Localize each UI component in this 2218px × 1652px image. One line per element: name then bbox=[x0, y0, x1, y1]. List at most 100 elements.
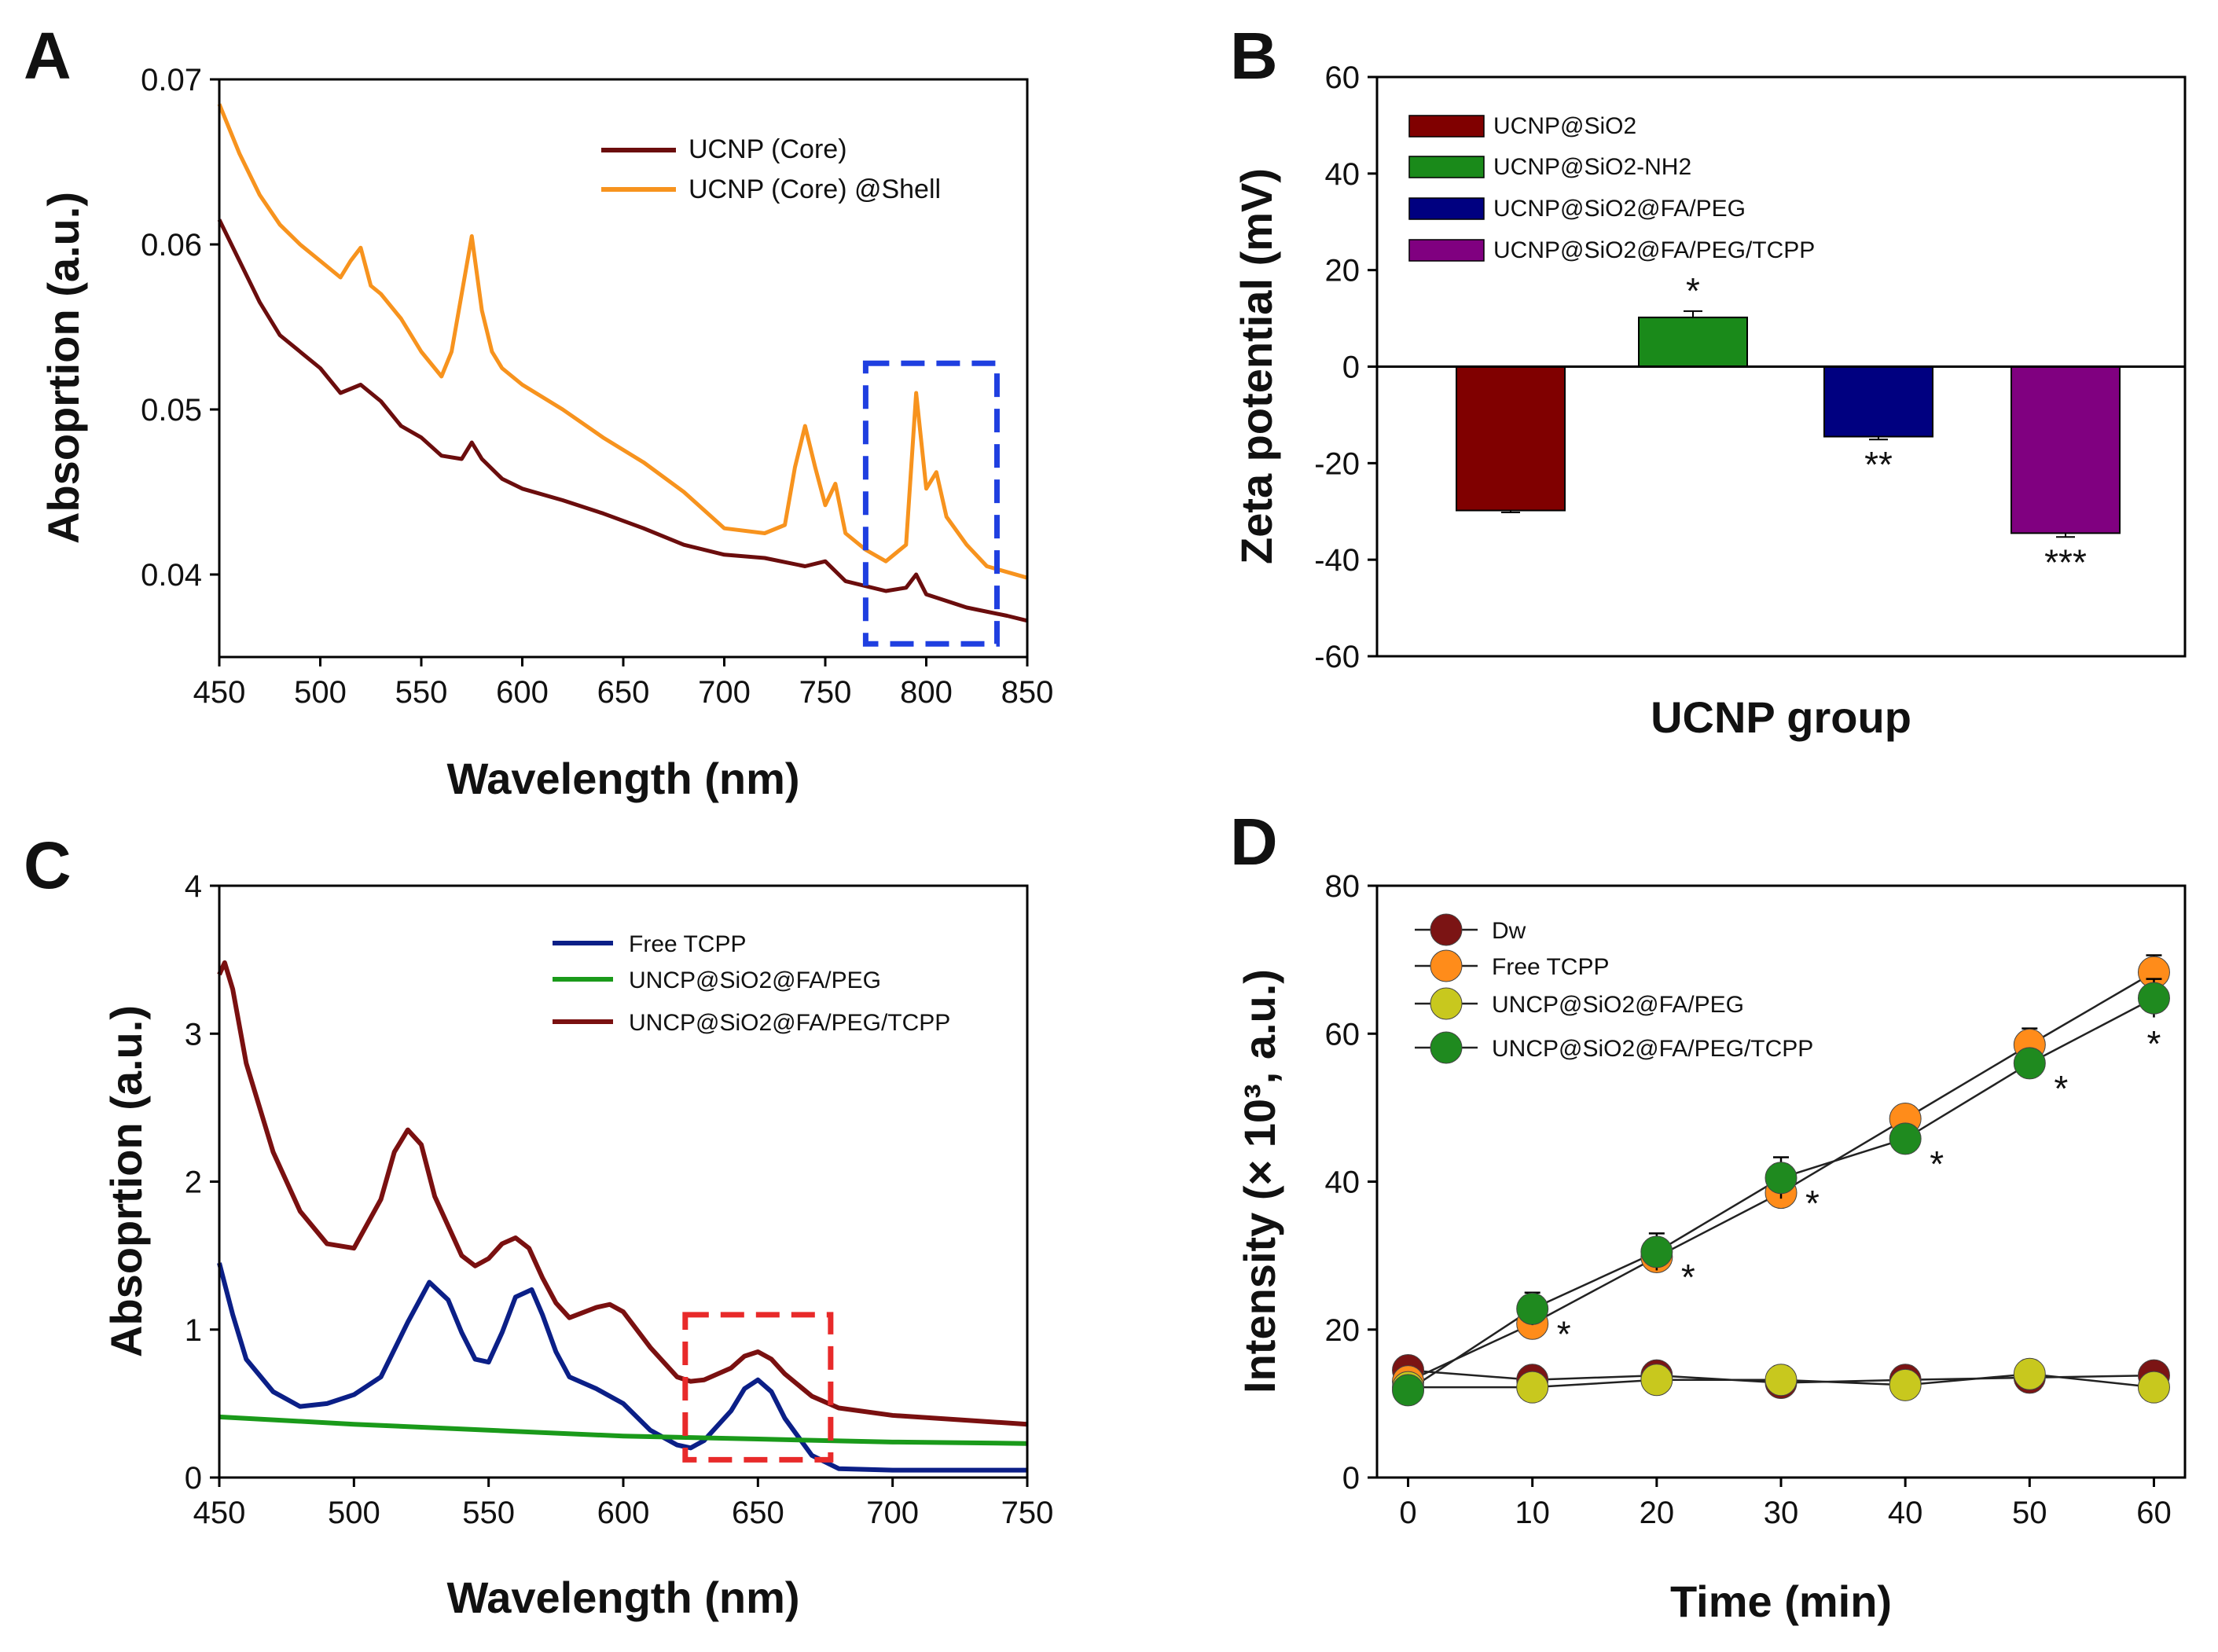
panel-a-xtick-label: 800 bbox=[900, 675, 953, 710]
panel-b-significance-1: * bbox=[1686, 270, 1700, 311]
legend-d-marker-3 bbox=[1430, 1031, 1463, 1064]
panel-b-significance-2: ** bbox=[1864, 444, 1893, 485]
legend-b-swatch-1 bbox=[1408, 156, 1485, 178]
panel-b-significance-3: *** bbox=[2044, 541, 2087, 582]
panel-c-ytick-label: 4 bbox=[185, 869, 202, 904]
panel-c-xtick-label: 600 bbox=[597, 1496, 650, 1530]
legend-b-label-2: UCNP@SiO2@FA/PEG bbox=[1493, 196, 1746, 222]
panel-c-series-line-2 bbox=[217, 960, 1028, 1427]
legend-d-marker-0 bbox=[1430, 913, 1463, 946]
panel-c-ylabel: Absoprtion (a.u.) bbox=[101, 1005, 151, 1357]
panel-c-series-line-0 bbox=[217, 1262, 1027, 1473]
panel-b-bar-2 bbox=[1823, 365, 1933, 438]
legend-b-swatch-0 bbox=[1408, 115, 1485, 138]
panel-d-xtick-label: 40 bbox=[1888, 1496, 1923, 1530]
panel-d-point-2 bbox=[1889, 1368, 1922, 1401]
panel-c: C 450 500 550 600 650 700 750 0 1 2 3 4 Free TCPP U… bbox=[24, 828, 1053, 1622]
panel-d-significance: * bbox=[2054, 1068, 2068, 1109]
panel-d-xtick-label: 10 bbox=[1515, 1496, 1550, 1530]
panel-a-xtick-label: 650 bbox=[597, 675, 650, 710]
panel-c-ytick-label: 2 bbox=[185, 1166, 202, 1200]
panel-d-xtick-label: 30 bbox=[1764, 1496, 1799, 1530]
panel-b-bar-0 bbox=[1456, 365, 1566, 512]
panel-d-ytick-label: 80 bbox=[1325, 869, 1361, 904]
panel-a-xtick-label: 700 bbox=[698, 675, 751, 710]
panel-d-point-2 bbox=[1516, 1371, 1549, 1404]
panel-d-significance: * bbox=[1930, 1144, 1944, 1184]
panel-a-legend: UCNP (Core) UCNP (Core) @Shell bbox=[601, 134, 941, 204]
panel-d: D 0 10 20 30 40 50 60 0 20 40 60 80 * * * * * * Dw Free … bbox=[1230, 805, 2187, 1626]
panel-b-ytick-label: -60 bbox=[1314, 640, 1360, 674]
panel-d-point-3 bbox=[1392, 1374, 1425, 1407]
panel-a-xlabel: Wavelength (nm) bbox=[446, 754, 799, 803]
panel-b-ytick-label: -20 bbox=[1314, 446, 1360, 481]
panel-c-ytick-label: 1 bbox=[185, 1313, 202, 1348]
panel-c-xtick-label: 550 bbox=[462, 1496, 515, 1530]
panel-a-xtick-label: 500 bbox=[294, 675, 347, 710]
panel-b-ytick-label: 0 bbox=[1342, 351, 1360, 385]
panel-d-point-3 bbox=[1640, 1235, 1673, 1268]
legend-b-label-1: UCNP@SiO2-NH2 bbox=[1493, 154, 1691, 180]
panel-a-ylabel: Absoprtion (a.u.) bbox=[39, 192, 88, 544]
panel-d-xtick-label: 0 bbox=[1399, 1496, 1416, 1530]
panel-b-ytick-label: 20 bbox=[1325, 254, 1361, 288]
panel-d-point-3 bbox=[1764, 1162, 1798, 1195]
panel-a-series-line-0 bbox=[217, 218, 1028, 623]
panel-d-point-2 bbox=[1640, 1364, 1673, 1397]
panel-d-ylabel: Intensity (× 10³, a.u.) bbox=[1235, 969, 1284, 1393]
legend-d-label-1: Free TCPP bbox=[1492, 954, 1610, 980]
panel-b-bar-1 bbox=[1638, 316, 1748, 368]
panel-d-point-2 bbox=[1764, 1364, 1798, 1397]
panel-d-significance: * bbox=[1557, 1313, 1571, 1354]
panel-d-point-3 bbox=[1516, 1292, 1549, 1325]
panel-b-ylabel: Zeta potential (mV) bbox=[1232, 168, 1281, 564]
panel-d-letter: D bbox=[1230, 805, 1278, 879]
panel-d-ytick-label: 40 bbox=[1325, 1166, 1361, 1200]
legend-b-swatch-3 bbox=[1408, 239, 1485, 262]
panel-b-xlabel: UCNP group bbox=[1651, 692, 1911, 742]
panel-a: A 450 500 550 600 650 700 750 800 850 0.04 0.05 0.0… bbox=[24, 19, 1053, 803]
panel-c-xtick-label: 750 bbox=[1001, 1496, 1054, 1530]
panel-d-significance: * bbox=[2147, 1023, 2161, 1064]
panel-c-xtick-label: 500 bbox=[328, 1496, 380, 1530]
legend-b-label-3: UCNP@SiO2@FA/PEG/TCPP bbox=[1493, 237, 1815, 263]
panel-b-legend: UCNP@SiO2 UCNP@SiO2-NH2 UCNP@SiO2@FA/PEG… bbox=[1408, 113, 1815, 263]
panel-a-xtick-label: 750 bbox=[799, 675, 852, 710]
panel-a-xtick-label: 450 bbox=[193, 675, 246, 710]
panel-d-xtick-label: 20 bbox=[1640, 1496, 1675, 1530]
panel-d-point-2 bbox=[2137, 1371, 2170, 1404]
panel-c-xtick-label: 650 bbox=[732, 1496, 784, 1530]
panel-c-xtick-label: 700 bbox=[866, 1496, 919, 1530]
panel-a-ytick-label: 0.07 bbox=[141, 63, 202, 97]
legend-a-label-core: UCNP (Core) bbox=[689, 134, 847, 164]
legend-d-label-2: UNCP@SiO2@FA/PEG bbox=[1492, 992, 1744, 1018]
panel-d-xtick-label: 60 bbox=[2136, 1496, 2172, 1530]
panel-b-ytick-label: 40 bbox=[1325, 157, 1361, 192]
panel-d-significance: * bbox=[1805, 1183, 1820, 1224]
panel-c-ytick-label: 3 bbox=[185, 1017, 202, 1052]
legend-d-label-3: UNCP@SiO2@FA/PEG/TCPP bbox=[1492, 1036, 1813, 1062]
legend-d-marker-2 bbox=[1430, 987, 1463, 1020]
panel-d-significance: * bbox=[1681, 1257, 1695, 1298]
panel-b-bar-3 bbox=[2011, 365, 2121, 534]
panel-c-legend: Free TCPP UNCP@SiO2@FA/PEG UNCP@SiO2@FA/… bbox=[553, 931, 950, 1036]
legend-d-marker-1 bbox=[1430, 949, 1463, 982]
panel-a-xtick-label: 550 bbox=[395, 675, 448, 710]
legend-c-label-1: UNCP@SiO2@FA/PEG bbox=[629, 967, 881, 993]
legend-b-swatch-2 bbox=[1408, 197, 1485, 220]
panel-a-highlight-box bbox=[862, 360, 1000, 647]
panel-a-axes-frame bbox=[218, 78, 1029, 659]
panel-b-ytick-label: 60 bbox=[1325, 61, 1361, 95]
panel-c-series-line-1 bbox=[218, 1414, 1028, 1446]
panel-d-point-2 bbox=[2013, 1357, 2046, 1390]
panel-c-xlabel: Wavelength (nm) bbox=[446, 1573, 799, 1622]
panel-a-series-line-1 bbox=[217, 103, 1028, 580]
panel-b-ytick-label: -40 bbox=[1314, 543, 1360, 578]
panel-c-letter: C bbox=[24, 828, 72, 902]
legend-c-label-0: Free TCPP bbox=[629, 931, 747, 957]
panel-d-ytick-label: 60 bbox=[1325, 1017, 1361, 1052]
panel-d-ytick-label: 0 bbox=[1342, 1461, 1360, 1496]
legend-a-label-shell: UCNP (Core) @Shell bbox=[689, 174, 941, 204]
